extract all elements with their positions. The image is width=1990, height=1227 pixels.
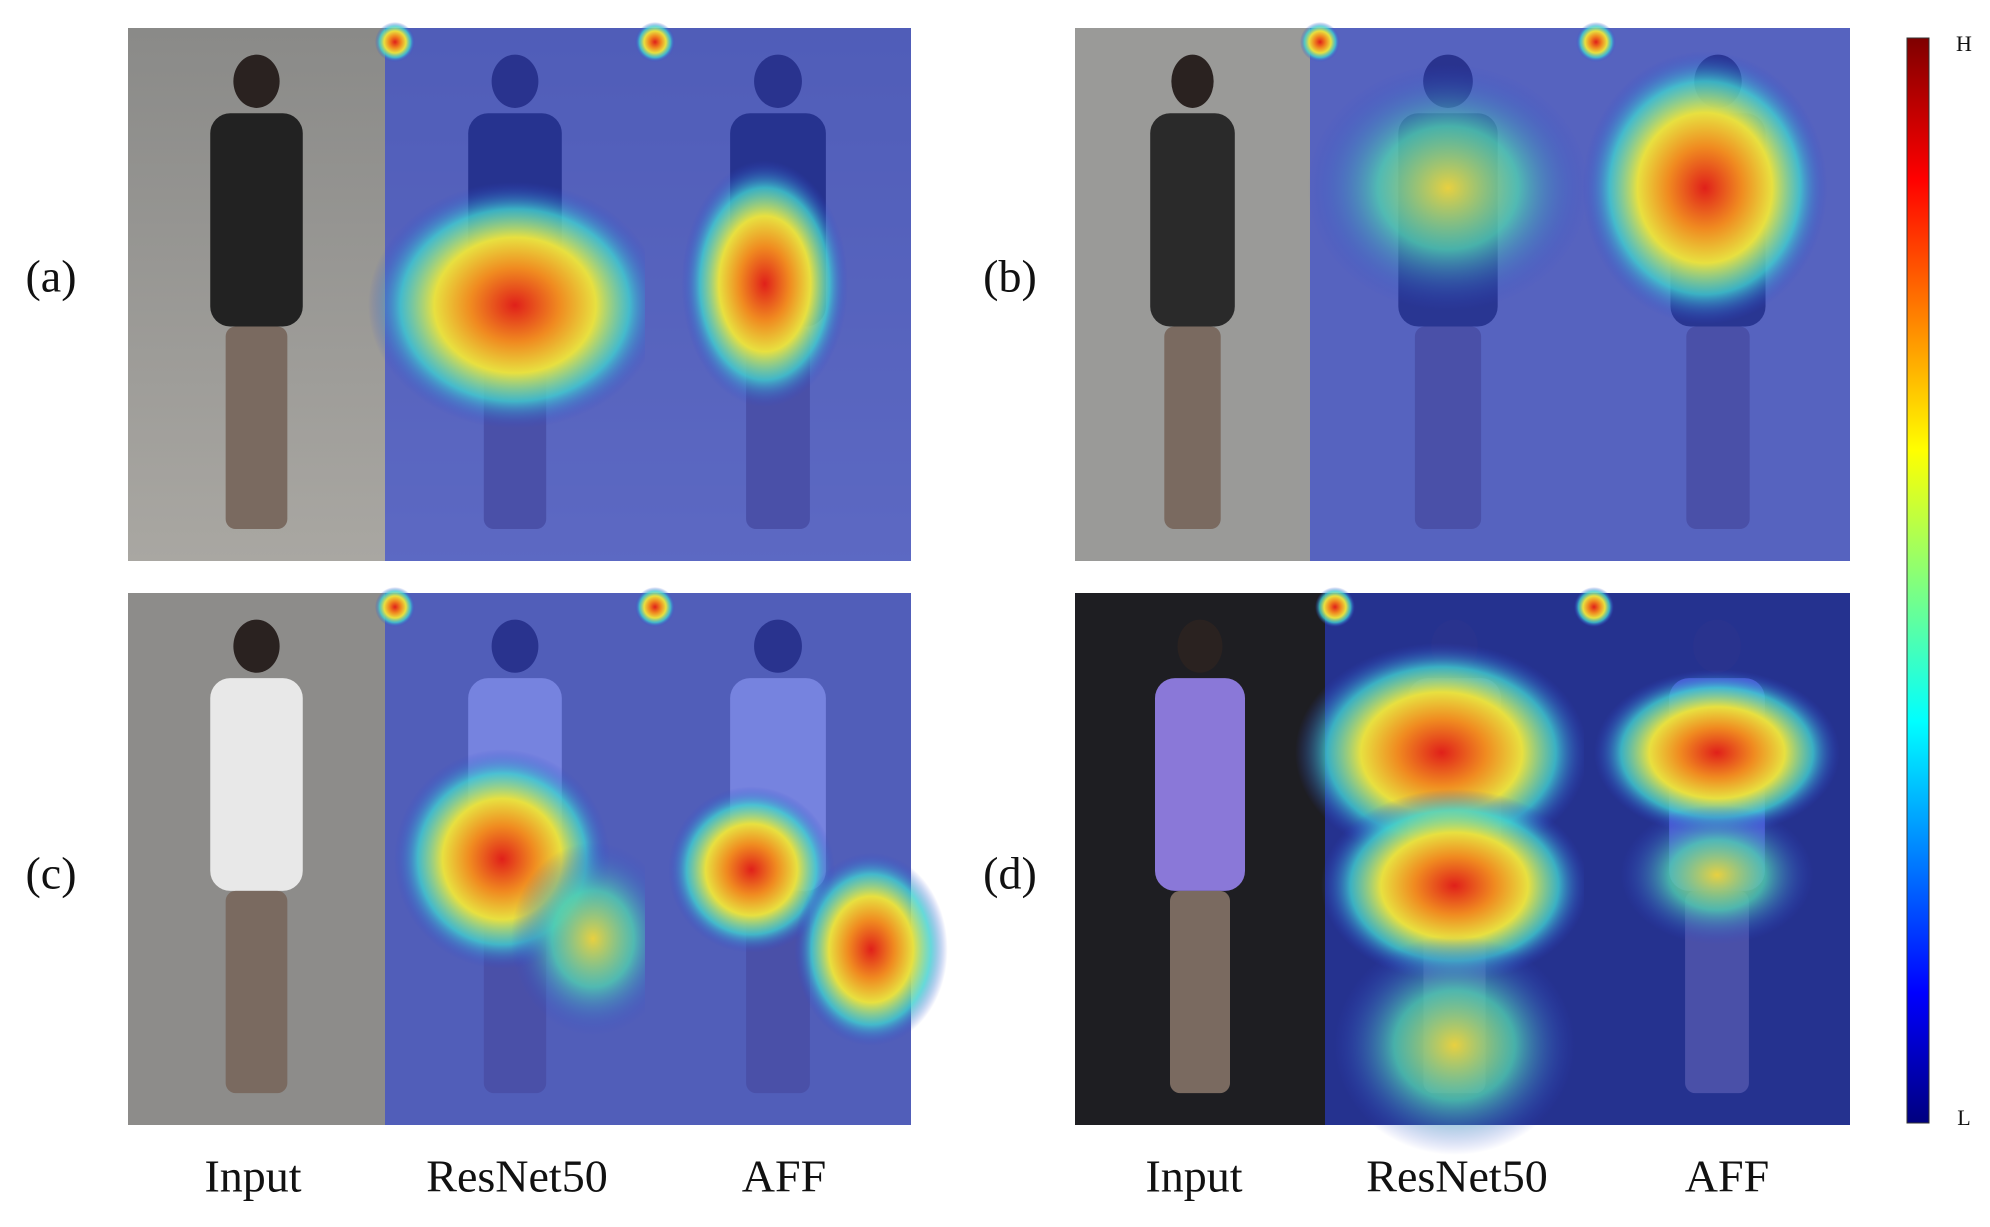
heatmap-corner	[635, 587, 675, 627]
panel-label: (a)	[25, 251, 76, 302]
person-legs	[1164, 326, 1221, 530]
heatmap-blob	[1582, 51, 1828, 325]
person-head	[233, 54, 280, 108]
heatmap-blob	[1593, 669, 1841, 836]
person-body	[210, 113, 303, 327]
person-body	[1155, 678, 1245, 891]
person-head	[1177, 619, 1223, 673]
colorbar	[1906, 37, 1930, 1124]
panel-label: (b)	[983, 251, 1037, 302]
heatmap-blob	[1307, 64, 1589, 312]
person-body	[210, 678, 303, 891]
person-body	[1150, 113, 1235, 327]
panel-label: (d)	[983, 848, 1037, 899]
colorbar-high: H	[1956, 31, 1972, 56]
heatmap-corner	[1315, 587, 1355, 627]
heatmap-blob	[511, 842, 675, 1036]
person-legs	[1170, 890, 1230, 1094]
person-head	[1171, 54, 1214, 108]
column-label: AFF	[742, 1151, 826, 1202]
heatmap-corner	[375, 587, 415, 627]
heatmap-corner	[1300, 22, 1340, 62]
person-head	[233, 619, 280, 673]
person-legs	[225, 890, 288, 1094]
heatmap-blob	[668, 786, 835, 953]
heatmap-blob	[794, 852, 948, 1046]
heatmap-corner	[1574, 587, 1614, 627]
heatmap-blob	[1333, 935, 1576, 1155]
heatmap-corner	[1576, 22, 1616, 62]
column-label: Input	[204, 1151, 301, 1202]
column-label: Input	[1145, 1151, 1242, 1202]
column-label: AFF	[1685, 1151, 1769, 1202]
heatmap-corner	[375, 22, 415, 62]
panel-label: (c)	[25, 848, 76, 899]
heatmap-blob	[681, 160, 848, 408]
heatmap-blob	[368, 181, 662, 429]
image-grid	[128, 22, 1850, 1155]
heatmap-corner	[635, 22, 675, 62]
person-legs	[225, 326, 288, 530]
column-label: ResNet50	[1366, 1151, 1547, 1202]
heatmap-blob	[1620, 805, 1814, 945]
column-label: ResNet50	[426, 1151, 607, 1202]
colorbar-low: L	[1957, 1105, 1970, 1130]
heatmap-blob	[1320, 789, 1589, 983]
